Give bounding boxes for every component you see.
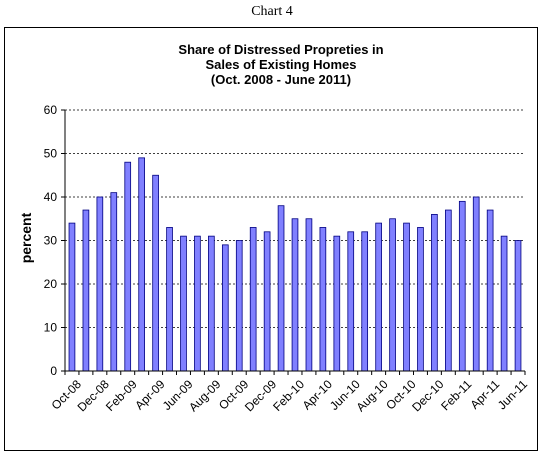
bar-Jun-10 [347, 231, 355, 372]
bar-Dec-09 [263, 231, 271, 372]
bar-Mar-10 [305, 218, 313, 372]
bar-Sep-09 [221, 244, 229, 372]
bar-May-09 [166, 227, 173, 372]
chart-title-line-1: Share of Distressed Propreties in [178, 42, 383, 57]
bar-Oct-10 [403, 222, 410, 372]
bar-Nov-09 [249, 227, 257, 372]
x-tick-label: Jun-11 [495, 377, 530, 412]
bar-Feb-11 [458, 200, 466, 372]
chart-title-line-2: Sales of Existing Homes [206, 57, 357, 72]
bar-Dec-08 [96, 196, 104, 372]
bar-chart: Share of Distressed Propreties in Sales … [18, 42, 530, 414]
y-axis-label: percent [18, 212, 34, 263]
y-tick-label: 30 [44, 234, 58, 248]
bar-Mar-09 [138, 157, 145, 372]
bar-Apr-09 [152, 174, 159, 372]
y-tick-label: 40 [44, 190, 58, 204]
x-tick-label: Feb-09 [103, 377, 140, 414]
x-tick-label: Apr-11 [467, 377, 502, 412]
bar-Apr-11 [486, 209, 494, 372]
page-caption: Chart 4 [251, 4, 293, 19]
bar-Oct-09 [235, 240, 243, 372]
bar-Nov-08 [82, 209, 90, 372]
bar-Feb-10 [291, 218, 299, 372]
x-tick-label: Aug-10 [353, 377, 390, 414]
bar-Sep-10 [389, 218, 396, 372]
bar-Jan-11 [445, 209, 452, 372]
y-tick-label: 20 [44, 277, 58, 291]
bar-Aug-09 [208, 235, 215, 372]
bar-Mar-11 [472, 196, 480, 372]
bar-Jun-11 [514, 240, 522, 372]
bar-Jul-10 [361, 231, 369, 372]
x-tick-label: Aug-09 [186, 377, 223, 414]
y-tick-label: 50 [44, 147, 58, 161]
bar-Nov-10 [417, 227, 424, 372]
bar-Jun-09 [180, 235, 187, 372]
chart-frame: Share of Distressed Propreties in Sales … [4, 27, 538, 451]
bar-Jan-10 [277, 205, 285, 372]
bar-Feb-09 [124, 161, 132, 372]
bar-Oct-08 [68, 222, 76, 372]
y-tick-label: 60 [44, 103, 58, 117]
bar-Apr-10 [319, 227, 327, 372]
x-tick-label: Feb-11 [438, 377, 474, 413]
bar-Jan-09 [110, 192, 118, 372]
bar-May-11 [500, 235, 508, 372]
bar-Dec-10 [431, 213, 438, 372]
bar-Jul-09 [194, 235, 201, 372]
x-tick-label: Feb-10 [270, 377, 307, 414]
x-tick-label: Dec-10 [409, 377, 446, 414]
bar-Aug-10 [375, 222, 382, 372]
bar-May-10 [333, 235, 341, 372]
chart-title-line-3: (Oct. 2008 - June 2011) [211, 72, 351, 87]
y-tick-label: 10 [44, 321, 58, 335]
y-tick-label: 0 [50, 364, 57, 378]
